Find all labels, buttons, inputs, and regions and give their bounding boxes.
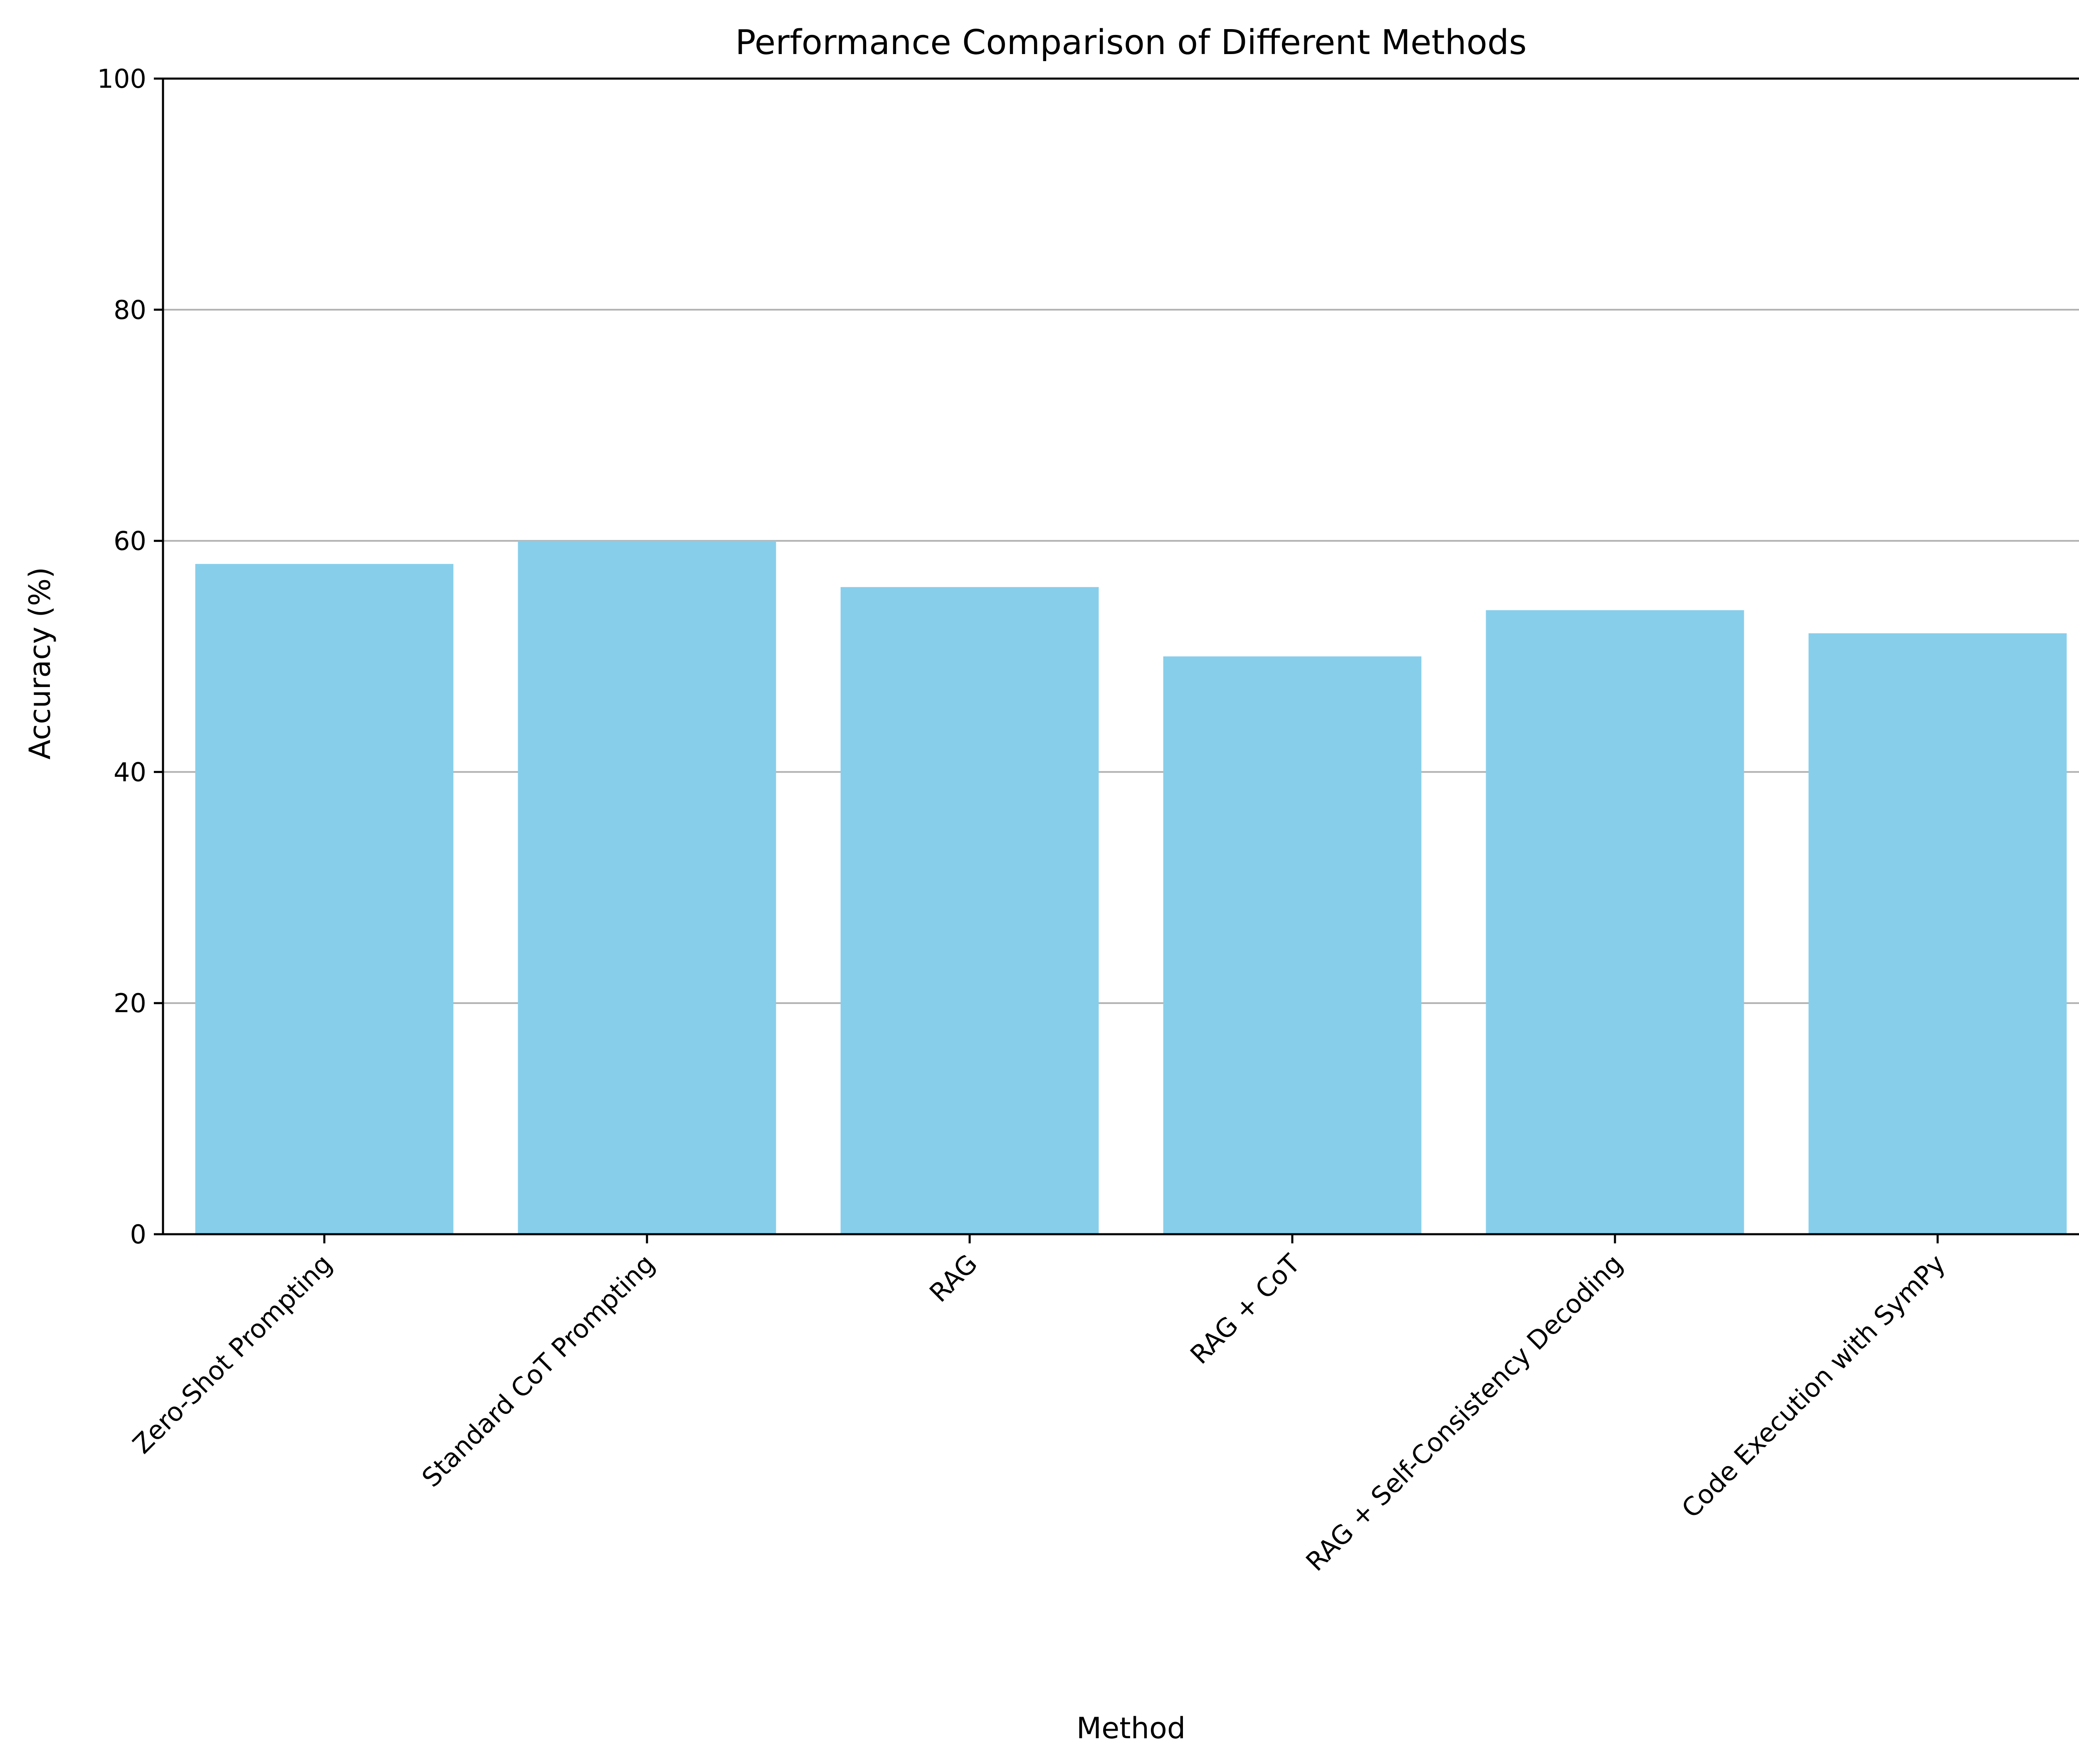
y-tick-label-5: 100 (97, 64, 146, 94)
y-tick-label-3: 60 (114, 526, 146, 556)
y-tick-label-0: 0 (130, 1219, 146, 1250)
bar-1 (518, 541, 776, 1234)
x-axis-label: Method (1077, 1711, 1186, 1745)
plot-frame (162, 77, 2079, 1235)
bar-2 (840, 587, 1099, 1234)
bar-5 (1808, 633, 2067, 1234)
chart-title: Performance Comparison of Different Meth… (735, 23, 1527, 62)
bar-3 (1163, 656, 1422, 1234)
bar-4 (1486, 610, 1744, 1234)
bars (195, 541, 2067, 1234)
bar-0 (195, 564, 454, 1234)
y-axis-label: Accuracy (%) (23, 567, 57, 760)
y-axis-ticks: 0 20 40 60 80 100 (97, 64, 163, 1250)
y-tick-label-4: 80 (114, 295, 146, 325)
y-tick-label-2: 40 (114, 757, 146, 787)
y-tick-label-1: 20 (114, 988, 146, 1018)
